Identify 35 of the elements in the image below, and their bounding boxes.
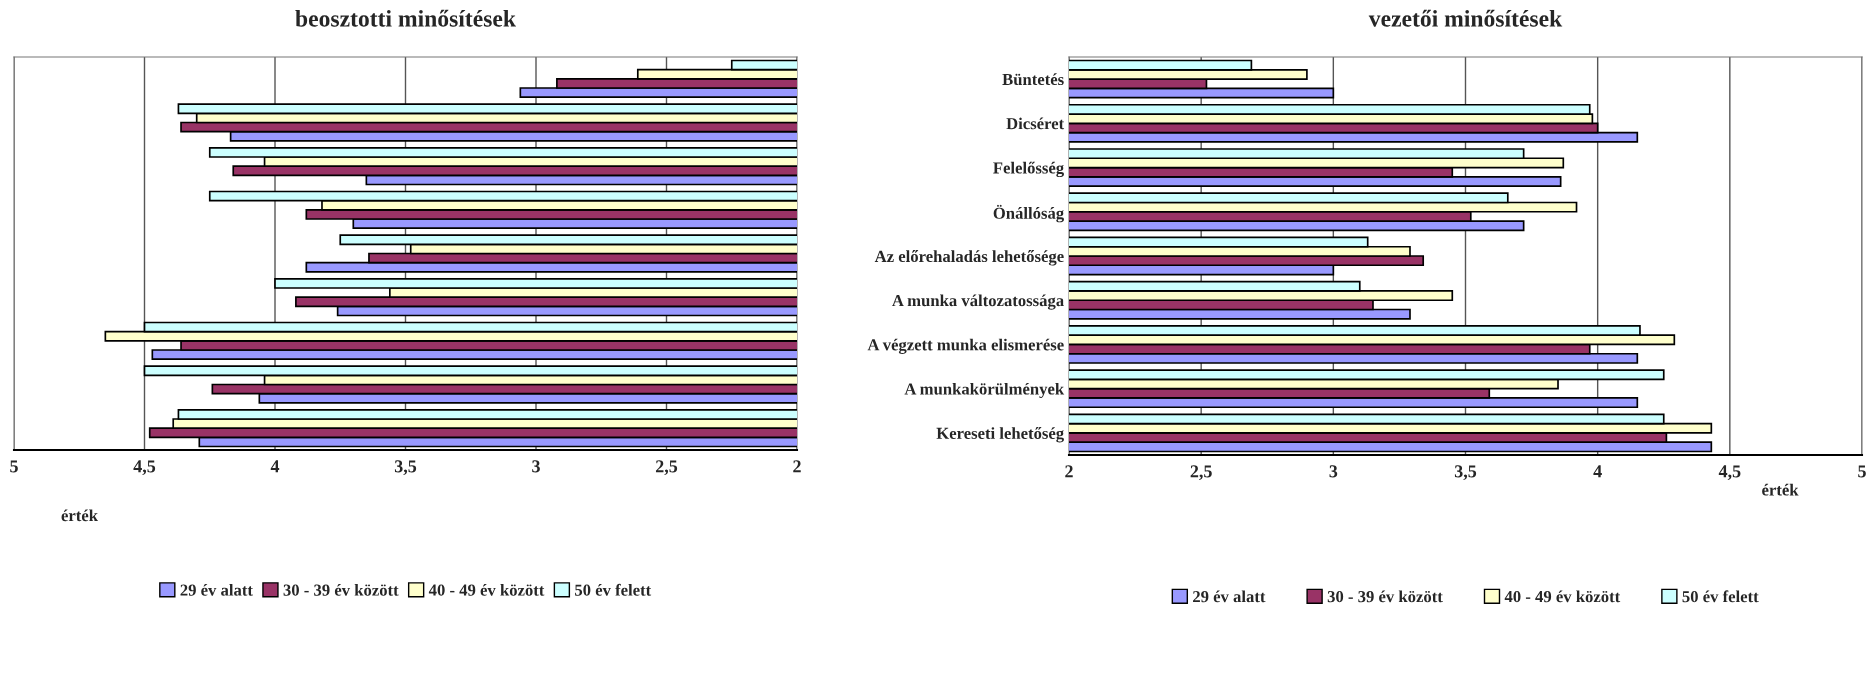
x-tick-label: 3 xyxy=(1329,465,1338,478)
x-tick-label: 2 xyxy=(1065,465,1073,478)
x-tick-label: 4 xyxy=(270,460,280,473)
legend-label: 29 év alatt xyxy=(180,583,253,596)
y-tick-label: Dicséret xyxy=(1006,117,1065,130)
legend-label: 30 - 39 év között xyxy=(1327,590,1443,603)
legend-label: 30 - 39 év között xyxy=(283,583,399,596)
legend-label: 50 év felett xyxy=(1682,590,1759,603)
chart-title: vezetői minősítések xyxy=(1368,9,1563,27)
x-tick-label: 3,5 xyxy=(394,460,417,476)
y-tick-label: Büntetés xyxy=(1002,73,1064,86)
x-axis-title: érték xyxy=(1762,483,1799,496)
legend-label: 50 év felett xyxy=(575,583,652,596)
y-tick-label: Kereseti lehetőség xyxy=(936,427,1064,443)
x-axis-title: érték xyxy=(61,509,98,522)
y-tick-label: Felelősség xyxy=(993,161,1064,178)
x-tick-label: 4 xyxy=(1593,465,1602,478)
x-tick-label: 2,5 xyxy=(1190,465,1212,481)
y-tick-label: A munkakörülmények xyxy=(904,382,1065,399)
y-tick-label: A végzett munka elismerése xyxy=(867,338,1064,354)
y-tick-label: A munka változatossága xyxy=(892,294,1064,310)
x-tick-label: 5 xyxy=(10,460,18,473)
x-tick-label: 4,5 xyxy=(133,460,156,476)
x-tick-label: 5 xyxy=(1858,465,1866,478)
x-tick-label: 2,5 xyxy=(655,460,678,476)
chart-title: beosztotti minősítések xyxy=(295,9,516,27)
y-tick-label: Az előrehaladás lehetősége xyxy=(874,250,1064,266)
legend-label: 29 év alatt xyxy=(1193,590,1266,603)
x-tick-label: 3 xyxy=(532,460,540,473)
legend-label: 40 - 49 év között xyxy=(428,583,545,596)
x-tick-label: 4,5 xyxy=(1718,465,1741,481)
legend-label: 40 - 49 év között xyxy=(1504,590,1621,603)
y-tick-label: Önállóság xyxy=(993,204,1064,223)
x-tick-label: 2 xyxy=(793,460,801,473)
x-tick-label: 3,5 xyxy=(1454,465,1477,481)
